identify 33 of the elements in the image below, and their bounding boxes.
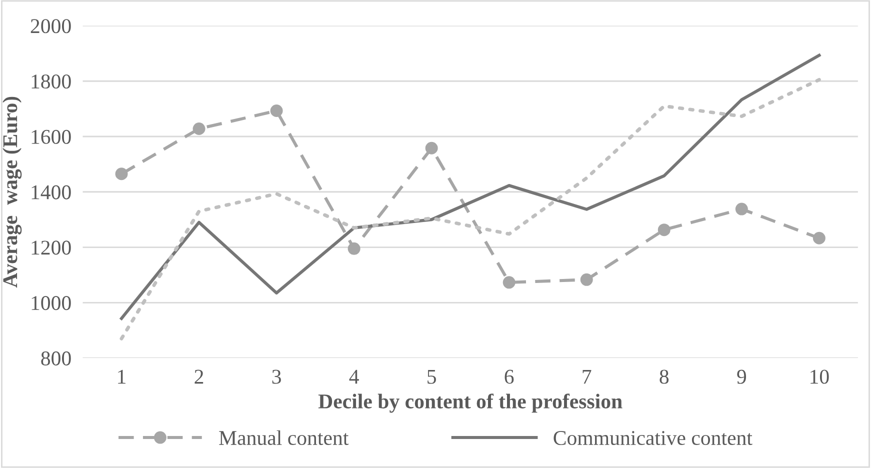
x-tick-label: 7 — [582, 370, 592, 384]
point — [192, 122, 206, 135]
line-series — [120, 78, 821, 340]
y-tick-label: 2000 — [30, 19, 71, 34]
line-series — [120, 54, 821, 320]
y-tick-label: 800 — [41, 351, 71, 366]
point — [270, 104, 283, 117]
y-tick-label: 1400 — [32, 185, 71, 200]
y-tick-label: 1600 — [32, 130, 71, 144]
point — [502, 276, 516, 289]
point — [735, 202, 748, 216]
y-tick-label: 1000 — [32, 296, 71, 310]
y-tick-label: 1800 — [32, 74, 71, 89]
x-tick-label: 8 — [660, 370, 669, 384]
x-tick-label: 5 — [428, 370, 436, 384]
legend-label: Manual content — [219, 430, 349, 446]
point — [115, 168, 128, 180]
x-tick-label: 3 — [272, 370, 281, 384]
point — [348, 242, 360, 255]
x-tick-label: 9 — [737, 370, 746, 384]
point — [658, 224, 670, 236]
x-tick-label: 2 — [194, 370, 204, 384]
point — [580, 273, 593, 286]
x-tick-label: 6 — [504, 370, 514, 384]
legend-label: Communicative content — [554, 431, 752, 446]
x-axis-title: Decile by content of the profession — [318, 394, 622, 413]
x-tick-label: 4 — [349, 370, 359, 384]
y-axis-title: Average wage (Euro) — [2, 96, 22, 288]
y-tick-label: 1200 — [32, 240, 71, 255]
x-tick-label: 10 — [810, 370, 829, 384]
x-tick-label: 1 — [118, 370, 126, 384]
point — [425, 142, 438, 154]
point — [812, 232, 826, 244]
